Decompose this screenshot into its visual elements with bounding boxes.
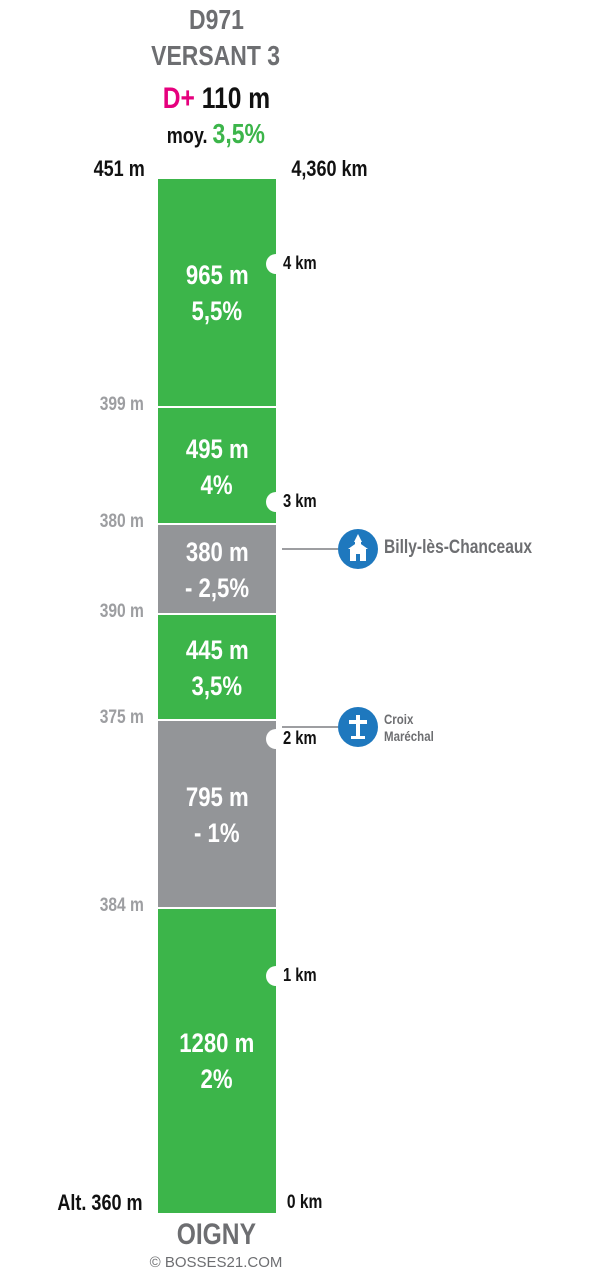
segment-label: 380 m - 2,5% xyxy=(158,534,276,606)
start-town: OIGNY xyxy=(176,1218,256,1251)
segment-length: 965 m xyxy=(185,260,249,291)
elevation-gain: D+ 110 m xyxy=(0,82,432,116)
poi-leader-line xyxy=(282,725,338,728)
segment-5: 795 m - 1% xyxy=(158,720,276,910)
segment-grade: 2% xyxy=(200,1064,234,1095)
church-icon xyxy=(338,528,378,569)
segment-length: 495 m xyxy=(185,433,249,464)
cross-icon xyxy=(338,706,378,747)
segment-6: 1280 m 2% xyxy=(158,909,276,1213)
profile-bar: 965 m 5,5% 495 m 4% 380 m - 2,5% 445 m 3,5% 795 … xyxy=(158,179,276,1213)
segment-grade: - 2,5% xyxy=(184,573,249,604)
segment-label: 795 m - 1% xyxy=(158,779,276,851)
segment-grade: 4% xyxy=(200,469,234,500)
segment-2: 495 m 4% xyxy=(158,407,276,526)
segment-length: 795 m xyxy=(185,782,249,813)
poi-label: Billy-lès-Chanceaux xyxy=(384,536,533,558)
km-notch xyxy=(266,965,286,986)
segment-label: 495 m 4% xyxy=(158,431,276,503)
start-distance: 0 km xyxy=(286,1192,323,1213)
total-distance: 4,360 km xyxy=(291,156,368,181)
segment-4: 445 m 3,5% xyxy=(158,615,276,721)
segment-3: 380 m - 2,5% xyxy=(158,525,276,616)
km-notch xyxy=(266,728,286,749)
km-label: 3 km xyxy=(283,490,317,511)
segment-1: 965 m 5,5% xyxy=(158,179,276,408)
altitude-label: 384 m xyxy=(99,895,144,917)
start-altitude: Alt. 360 m xyxy=(57,1190,143,1215)
altitude-label: 375 m xyxy=(99,706,144,728)
dplus-value: 110 m xyxy=(201,82,270,115)
copyright: © BOSSES21.COM xyxy=(149,1254,283,1271)
segment-grade: 3,5% xyxy=(191,671,243,702)
segment-length: 1280 m xyxy=(179,1028,255,1059)
altitude-label: 390 m xyxy=(99,601,144,623)
dplus-label: D+ xyxy=(162,82,195,115)
segment-label: 1280 m 2% xyxy=(158,1025,276,1097)
moy-label: moy. xyxy=(166,123,208,148)
segment-label: 965 m 5,5% xyxy=(158,257,276,329)
km-notch xyxy=(266,254,286,275)
segment-grade: 5,5% xyxy=(191,296,243,327)
km-label: 1 km xyxy=(283,964,317,985)
altitude-label: 399 m xyxy=(99,393,144,415)
km-label: 4 km xyxy=(283,253,317,274)
versant-title: VERSANT 3 xyxy=(151,40,281,71)
road-title: D971 xyxy=(188,4,244,35)
segment-length: 445 m xyxy=(185,635,249,666)
average-grade: moy. 3,5% xyxy=(0,118,432,150)
poi-label: Croix Maréchal xyxy=(384,710,434,744)
segment-label: 445 m 3,5% xyxy=(158,632,276,704)
segment-length: 380 m xyxy=(185,537,249,568)
km-notch xyxy=(266,491,286,512)
segment-grade: - 1% xyxy=(194,818,240,849)
altitude-label: 380 m xyxy=(99,511,144,533)
summit-altitude: 451 m xyxy=(93,156,145,181)
moy-value: 3,5% xyxy=(212,118,266,149)
poi-leader-line xyxy=(282,547,338,550)
km-label: 2 km xyxy=(283,727,317,748)
